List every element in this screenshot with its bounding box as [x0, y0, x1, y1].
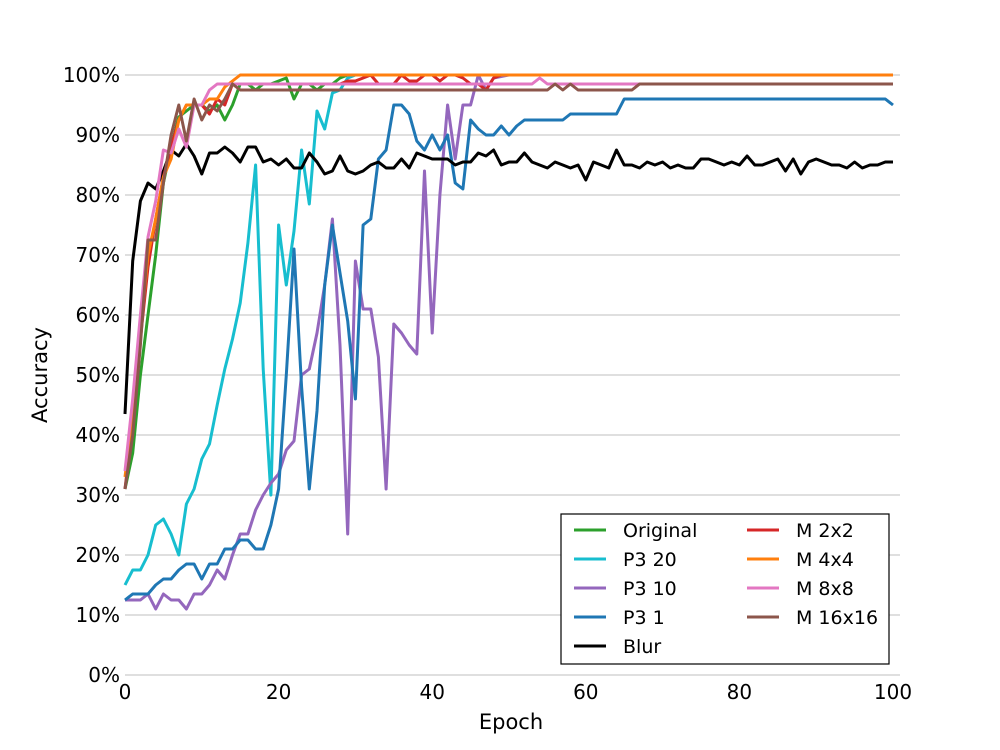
legend-label-p3-1: P3 1: [623, 607, 665, 629]
x-tick-label: 80: [727, 680, 752, 704]
x-tick-label: 20: [266, 680, 291, 704]
y-tick-label: 60%: [76, 303, 120, 327]
x-axis-title: Epoch: [479, 710, 543, 734]
series-line-m-2x2: [123, 73, 893, 490]
legend: Original P3 20 P3 10 P3 1 Blur M 2x2 M 4x4 M 8x…: [560, 513, 890, 665]
y-tick-label: 40%: [76, 423, 120, 447]
series-line-p3-20: [123, 73, 893, 586]
legend-label-m-8x8: M 8x8: [796, 578, 854, 600]
y-axis-title: Accuracy: [28, 327, 52, 423]
y-tick-label: 100%: [63, 63, 120, 87]
legend-box: [560, 513, 890, 665]
x-tick-label: 100: [874, 680, 912, 704]
x-tick-label: 0: [119, 680, 132, 704]
y-tick-label: 10%: [76, 603, 120, 627]
legend-label-blur: Blur: [623, 636, 661, 658]
series-line-p3-1: [124, 97, 894, 602]
legend-label-original: Original: [623, 520, 697, 542]
y-tick-label: 90%: [76, 123, 120, 147]
y-tick-label: 0%: [88, 663, 120, 687]
legend-label-m-2x2: M 2x2: [796, 520, 854, 542]
y-tick-label: 70%: [76, 243, 120, 267]
y-tick-label: 30%: [76, 483, 120, 507]
legend-label-m-4x4: M 4x4: [796, 549, 854, 571]
x-tick-label: 60: [573, 680, 598, 704]
x-tick-label: 40: [419, 680, 444, 704]
legend-label-p3-10: P3 10: [623, 578, 677, 600]
series-lines: [123, 73, 894, 611]
axes: 0% 10% 20% 30% 40% 50% 60% 70% 80% 90% 100% 0 20 40 60…: [63, 63, 912, 704]
legend-label-m-16x16: M 16x16: [796, 607, 878, 629]
legend-label-p3-20: P3 20: [623, 549, 677, 571]
y-tick-label: 20%: [76, 543, 120, 567]
series-line-original: [123, 73, 893, 490]
series-line-m-8x8: [123, 76, 893, 472]
series-line-blur: [123, 142, 893, 415]
y-tick-label: 50%: [76, 363, 120, 387]
y-tick-label: 80%: [76, 183, 120, 207]
series-line-m-16x16: [123, 82, 893, 490]
